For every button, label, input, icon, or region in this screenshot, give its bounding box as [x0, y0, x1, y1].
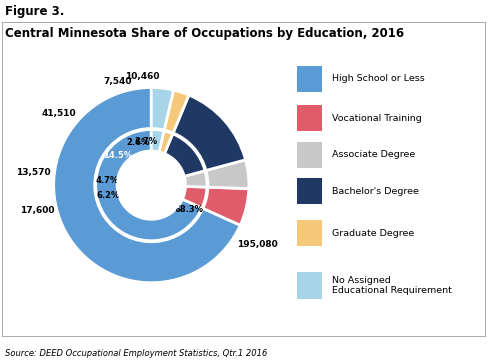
Wedge shape — [151, 87, 174, 130]
Wedge shape — [159, 131, 173, 154]
Circle shape — [117, 151, 185, 219]
Text: 195,080: 195,080 — [237, 240, 278, 249]
Text: 2.6%: 2.6% — [126, 138, 149, 147]
Wedge shape — [183, 186, 207, 208]
Text: Associate Degree: Associate Degree — [332, 150, 415, 159]
Wedge shape — [184, 171, 207, 187]
Text: Source: DEED Occupational Employment Statistics, Qtr.1 2016: Source: DEED Occupational Employment Sta… — [5, 348, 267, 358]
Text: 6.2%: 6.2% — [96, 191, 120, 200]
Bar — [297, 220, 322, 246]
Text: No Assigned
Educational Requirement: No Assigned Educational Requirement — [332, 276, 452, 295]
Text: High School or Less: High School or Less — [332, 74, 425, 83]
Text: Graduate Degree: Graduate Degree — [332, 229, 414, 238]
Text: 10,460: 10,460 — [125, 72, 160, 81]
Wedge shape — [173, 95, 245, 171]
Text: Vocational Training: Vocational Training — [332, 114, 422, 123]
Bar — [297, 142, 322, 168]
Text: 4.7%: 4.7% — [96, 176, 119, 185]
Bar — [297, 272, 322, 298]
Wedge shape — [151, 130, 164, 152]
Text: 68.3%: 68.3% — [174, 205, 203, 214]
Wedge shape — [203, 187, 249, 225]
Bar — [297, 105, 322, 131]
Text: 13,570: 13,570 — [16, 168, 50, 177]
Text: 17,600: 17,600 — [20, 205, 54, 215]
Text: 41,510: 41,510 — [42, 109, 77, 118]
Text: Bachelor's Degree: Bachelor's Degree — [332, 187, 419, 196]
Wedge shape — [164, 134, 205, 176]
Wedge shape — [54, 87, 240, 283]
Wedge shape — [96, 130, 202, 241]
Text: 3.7%: 3.7% — [135, 136, 158, 146]
Text: Central Minnesota Share of Occupations by Education, 2016: Central Minnesota Share of Occupations b… — [5, 27, 404, 40]
Bar — [297, 178, 322, 204]
Wedge shape — [206, 160, 249, 189]
Text: 14.5%: 14.5% — [103, 151, 132, 160]
Wedge shape — [164, 90, 189, 133]
Text: 7,540: 7,540 — [103, 77, 132, 86]
Bar — [297, 66, 322, 92]
Text: Figure 3.: Figure 3. — [5, 5, 64, 19]
